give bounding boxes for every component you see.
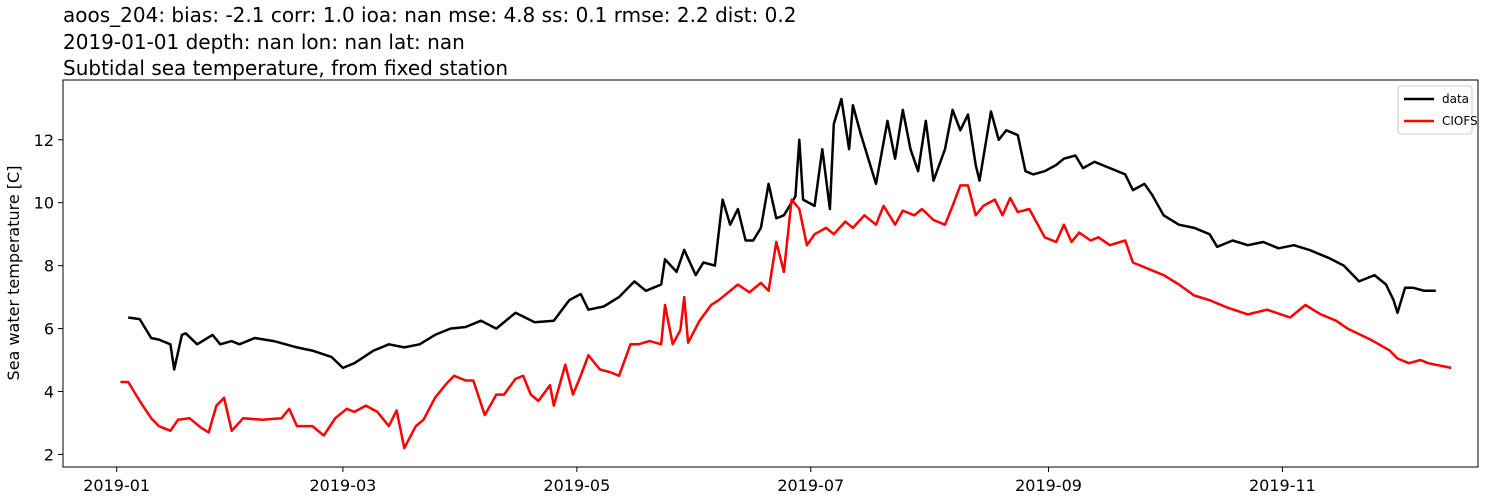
x-tick-label: 2019-09 xyxy=(1015,476,1082,495)
x-tick-label: 2019-05 xyxy=(543,476,610,495)
data-line xyxy=(120,184,1452,450)
x-tick-label: 2019-11 xyxy=(1249,476,1316,495)
y-tick-label: 10 xyxy=(34,194,54,213)
legend-label: data xyxy=(1442,92,1469,106)
y-tick-label: 8 xyxy=(44,257,54,276)
chart-title: aoos_204: bias: -2.1 corr: 1.0 ioa: nan … xyxy=(63,3,797,27)
x-tick-label: 2019-03 xyxy=(310,476,377,495)
y-axis-label: Sea water temperature [C] xyxy=(4,166,23,381)
plot-frame xyxy=(62,79,1479,468)
y-tick-label: 12 xyxy=(34,131,54,150)
chart-subtitle: 2019-01-01 depth: nan lon: nan lat: nan xyxy=(63,30,465,54)
y-tick-label: 6 xyxy=(44,320,54,339)
x-tick-label: 2019-07 xyxy=(777,476,844,495)
y-tick-label: 4 xyxy=(44,382,54,401)
chart-description: Subtidal sea temperature, from fixed sta… xyxy=(63,56,508,80)
x-tick-label: 2019-01 xyxy=(83,476,150,495)
legend-label: CIOFS xyxy=(1442,114,1478,128)
y-tick-label: 2 xyxy=(44,445,54,464)
data-line xyxy=(128,97,1436,371)
